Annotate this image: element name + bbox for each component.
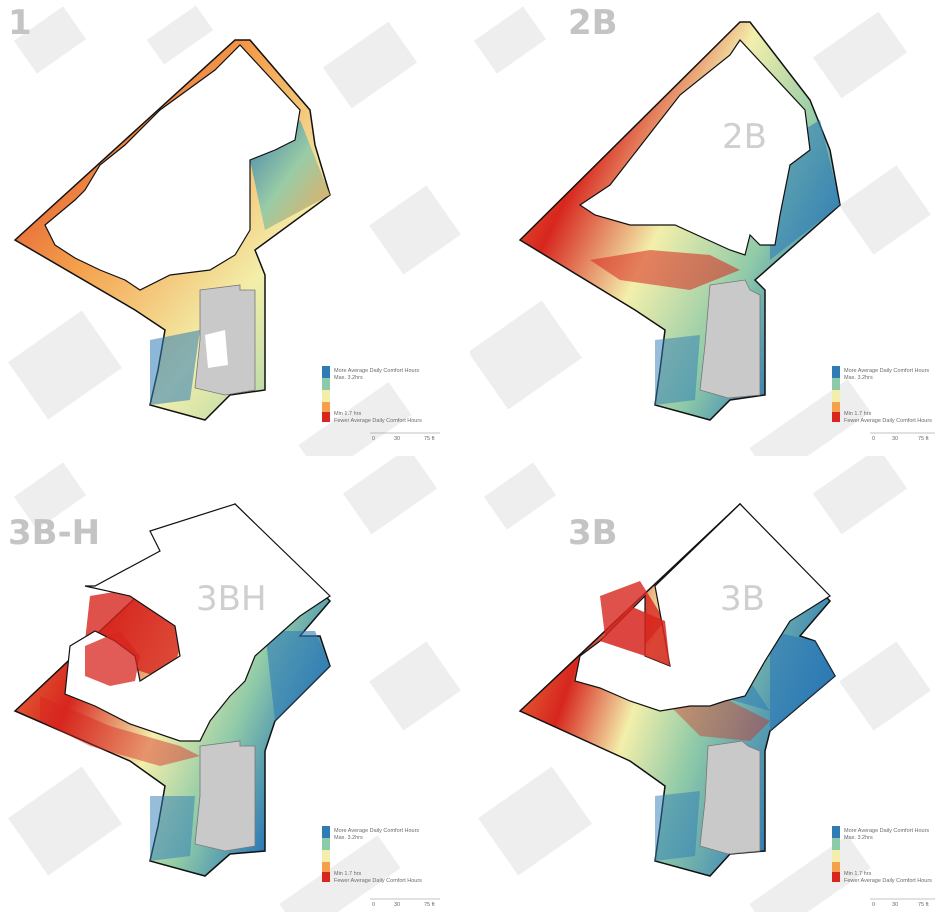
scale-tick-30: 30	[892, 902, 898, 908]
building-footprint	[578, 39, 811, 256]
map-2b: 2B 2B More Average Daily Comfort Hours M…	[470, 3, 935, 456]
scale-tick-30: 30	[394, 436, 400, 442]
scale-tick-30: 30	[892, 436, 898, 442]
panel-3b-h: 3B-H 3BH More Average Daily Comfort Hour…	[0, 456, 470, 912]
panel-title: 3B-H	[8, 513, 100, 553]
legend-min-value: Min 1.7 hrs	[844, 411, 871, 417]
building-label: 3BH	[196, 579, 267, 619]
panel-title: 3B	[568, 513, 618, 553]
scale-tick-75: 75 ft	[424, 902, 435, 908]
scale-tick-75: 75 ft	[918, 902, 929, 908]
building-label: 2B	[722, 117, 767, 157]
existing-building	[194, 740, 256, 852]
legend-min-caption: Fewer Average Daily Comfort Hours	[844, 418, 932, 424]
existing-building	[699, 740, 761, 855]
legend-max-caption: More Average Daily Comfort Hours	[844, 828, 929, 834]
scale-tick-30: 30	[394, 902, 400, 908]
legend-max-value: Max. 3.2hrs	[334, 835, 363, 841]
scale-tick-0: 0	[872, 902, 875, 908]
legend-min-value: Min 1.7 hrs	[334, 871, 361, 877]
legend-min-value: Min 1.7 hrs	[334, 411, 361, 417]
legend-min-caption: Fewer Average Daily Comfort Hours	[334, 418, 422, 424]
legend-max-caption: More Average Daily Comfort Hours	[334, 828, 419, 834]
legend-max-value: Max. 3.2hrs	[334, 375, 363, 381]
legend-min-caption: Fewer Average Daily Comfort Hours	[844, 878, 932, 884]
legend-min-value: Min 1.7 hrs	[844, 871, 871, 877]
panel-title: 2B	[568, 3, 618, 43]
legend-max-caption: More Average Daily Comfort Hours	[334, 368, 419, 374]
legend: More Average Daily Comfort Hours Max. 3.…	[832, 366, 935, 442]
legend-max-value: Max. 3.2hrs	[844, 835, 873, 841]
map-3b: 3B 3B More Average Daily Comfort Hours M…	[478, 456, 935, 912]
existing-building	[699, 279, 761, 399]
scale-tick-75: 75 ft	[424, 436, 435, 442]
legend: More Average Daily Comfort Hours Max. 3.…	[322, 366, 440, 442]
legend-max-caption: More Average Daily Comfort Hours	[844, 368, 929, 374]
building-footprint	[574, 503, 831, 712]
scale-tick-0: 0	[372, 436, 375, 442]
legend-max-value: Max. 3.2hrs	[844, 375, 873, 381]
panel-2b: 2B 2B More Average Daily Comfort Hours M…	[470, 0, 940, 456]
legend: More Average Daily Comfort Hours Max. 3.…	[832, 826, 935, 908]
panel-3b: 3B 3B More Average Daily Comfort Hours M…	[470, 456, 940, 912]
legend-min-caption: Fewer Average Daily Comfort Hours	[334, 878, 422, 884]
map-1: 1 More Average Daily Comfort Hours Max. …	[8, 3, 461, 456]
building-footprint	[44, 44, 301, 291]
building-label: 3B	[720, 579, 765, 619]
legend: More Average Daily Comfort Hours Max. 3.…	[322, 826, 440, 908]
scale-tick-0: 0	[372, 902, 375, 908]
scale-tick-75: 75 ft	[918, 436, 929, 442]
panel-1: 1 More Average Daily Comfort Hours Max. …	[0, 0, 470, 456]
scale-tick-0: 0	[872, 436, 875, 442]
map-3b-h: 3B-H 3BH More Average Daily Comfort Hour…	[8, 456, 461, 912]
panel-title: 1	[8, 3, 32, 43]
